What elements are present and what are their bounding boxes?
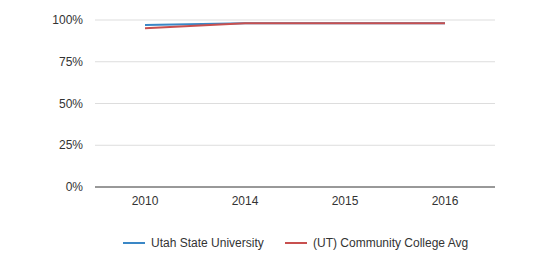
x-tick-label: 2016 <box>432 194 459 208</box>
grid-line <box>95 20 495 21</box>
legend-label: (UT) Community College Avg <box>313 236 468 250</box>
chart-container: 0% 25% 50% 75% 100% 2010 2014 2015 2016 Utah Stat… <box>0 0 533 280</box>
y-tick-label: 100% <box>52 13 83 27</box>
series-line <box>145 23 445 28</box>
y-tick-label: 50% <box>59 97 83 111</box>
x-axis-line <box>95 187 495 188</box>
y-tick-label: 0% <box>66 180 84 194</box>
y-tick-label: 25% <box>59 138 83 152</box>
y-tick-label: 75% <box>59 55 83 69</box>
legend-swatch <box>123 242 145 244</box>
plot-area <box>145 23 445 28</box>
chart-svg: 0% 25% 50% 75% 100% 2010 2014 2015 2016 Utah Stat… <box>0 0 533 280</box>
grid-line <box>95 61 495 62</box>
grid-line <box>95 145 495 146</box>
legend-swatch <box>285 242 307 244</box>
legend-label: Utah State University <box>151 236 264 250</box>
x-tick-label: 2010 <box>132 194 159 208</box>
x-tick-label: 2015 <box>332 194 359 208</box>
x-tick-label: 2014 <box>232 194 259 208</box>
grid-line <box>95 103 495 104</box>
